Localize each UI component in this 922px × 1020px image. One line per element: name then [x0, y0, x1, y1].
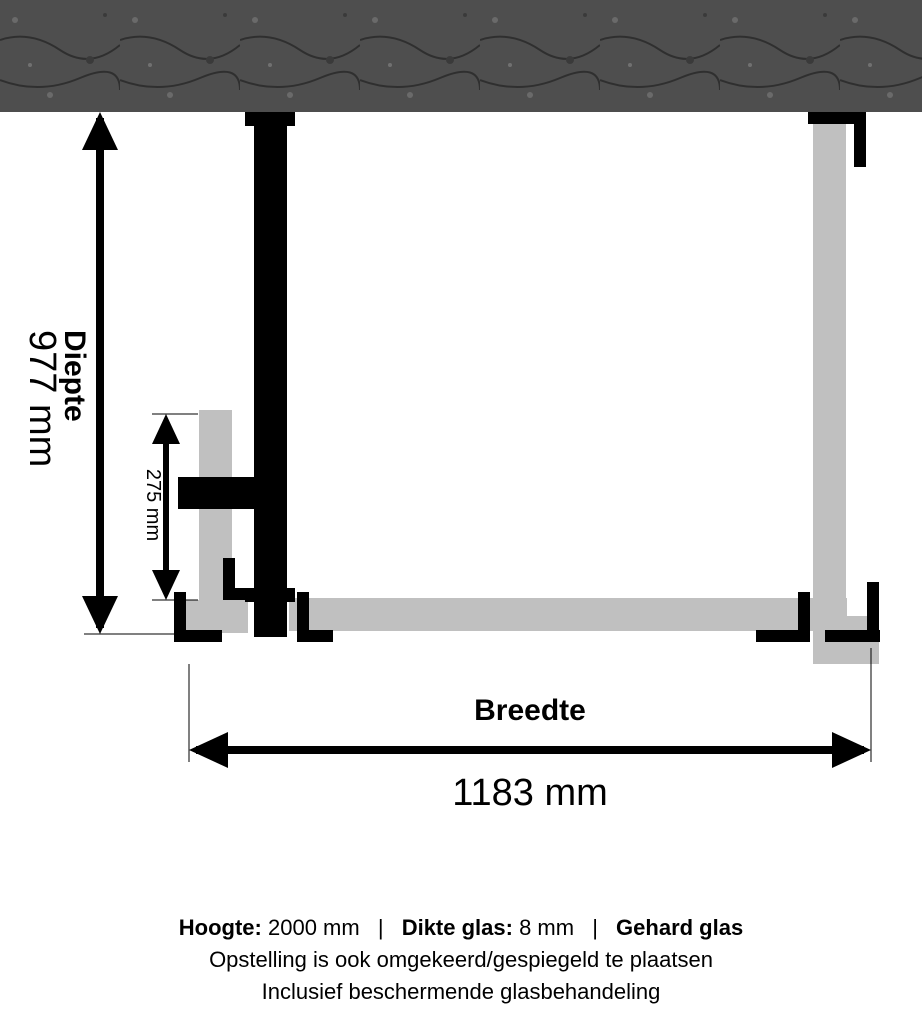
- gehard-glas: Gehard glas: [616, 915, 743, 940]
- dimension-width: Breedte 1183 mm: [189, 648, 871, 814]
- footer-note-1: Opstelling is ook omgekeerd/gespiegeld t…: [0, 944, 922, 976]
- footer-note-2: Inclusief beschermende glasbehandeling: [0, 976, 922, 1008]
- return-panel-horiz: [180, 600, 248, 633]
- footer-specs: Hoogte: 2000 mm | Dikte glas: 8 mm | Geh…: [0, 912, 922, 944]
- hoogte-value: 2000 mm: [268, 915, 360, 940]
- door-panel: [254, 112, 287, 637]
- door-hinge-top: [245, 112, 295, 126]
- depth-value: 977 mm: [21, 330, 63, 467]
- dikte-value: 8 mm: [519, 915, 574, 940]
- handle-value: 275 mm: [142, 469, 164, 541]
- dikte-label: Dikte glas:: [402, 915, 513, 940]
- separator-2: |: [580, 912, 610, 944]
- diagram-svg: Diepte 977 mm 275 mm Breedte 1183 mm: [0, 0, 922, 870]
- black-profiles: [174, 112, 880, 642]
- dimension-depth: Diepte 977 mm: [21, 112, 180, 634]
- width-value: 1183 mm: [452, 772, 608, 814]
- wall-texture: [0, 0, 922, 112]
- handle: [178, 477, 256, 509]
- hoogte-label: Hoogte:: [179, 915, 262, 940]
- page: Diepte 977 mm 275 mm Breedte 1183 mm Hoo…: [0, 0, 922, 1020]
- right-panel: [813, 112, 846, 664]
- separator-1: |: [366, 912, 396, 944]
- front-panel: [289, 598, 847, 631]
- width-label: Breedte: [474, 694, 586, 727]
- footer: Hoogte: 2000 mm | Dikte glas: 8 mm | Geh…: [0, 912, 922, 1008]
- door-hinge-bottom: [245, 588, 295, 602]
